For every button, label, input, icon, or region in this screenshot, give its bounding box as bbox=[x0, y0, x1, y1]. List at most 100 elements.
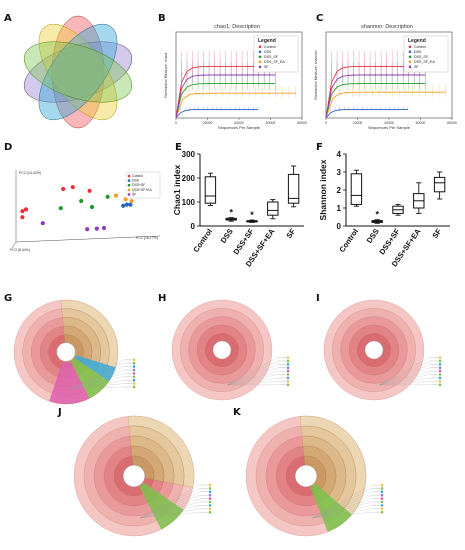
legend-dot bbox=[438, 359, 442, 363]
legend-dot bbox=[286, 376, 290, 380]
venn-petal-1 bbox=[51, 15, 105, 129]
legend-box bbox=[125, 171, 161, 199]
legend-dot bbox=[208, 507, 212, 511]
venn-petal-5 bbox=[23, 41, 133, 103]
leader-line bbox=[71, 373, 125, 389]
y-axis-label: Shannon index bbox=[318, 159, 328, 220]
legend-marker bbox=[127, 183, 131, 187]
legend-dot bbox=[132, 361, 136, 365]
legend-dot bbox=[380, 507, 384, 511]
legend-dot bbox=[380, 483, 384, 487]
box-3 bbox=[267, 201, 279, 216]
venn-diagram bbox=[23, 15, 133, 129]
axis-pc3 bbox=[11, 241, 17, 249]
significance-marker: * bbox=[250, 210, 254, 220]
legend-marker bbox=[127, 179, 131, 182]
significance-marker: * bbox=[375, 210, 379, 220]
sunburst-segment bbox=[70, 357, 109, 399]
axis-label-pc1: PC1 (16.17%) bbox=[136, 236, 158, 240]
sunburst-center bbox=[212, 340, 232, 360]
significance-marker: * bbox=[229, 208, 233, 218]
leader-line bbox=[139, 488, 201, 519]
x-tick-label: 80000 bbox=[447, 121, 457, 125]
leader-line bbox=[226, 357, 279, 386]
leader-line bbox=[139, 508, 201, 519]
rarefaction-chao1-chart: chao1: Description 0 20000 40000 60000 80000 S… bbox=[164, 24, 307, 130]
panel-label-e: E bbox=[175, 142, 182, 153]
panel-label-f: F bbox=[316, 142, 323, 153]
leader-line bbox=[378, 374, 431, 386]
leader-line bbox=[226, 371, 279, 386]
x-tick-label: SF bbox=[430, 227, 443, 240]
leader-line bbox=[311, 491, 373, 519]
leader-line bbox=[378, 364, 431, 386]
legend-dot bbox=[208, 500, 212, 504]
leader-line bbox=[71, 386, 125, 389]
y-axis-label: Rarefaction Measure: shannon bbox=[314, 50, 318, 99]
legend-dot bbox=[380, 500, 384, 504]
legend-marker bbox=[408, 55, 412, 59]
krona-chart-g bbox=[13, 299, 136, 405]
legend-dot bbox=[380, 487, 384, 490]
legend-dot bbox=[208, 483, 212, 487]
panel-label-g: G bbox=[4, 293, 13, 304]
leader-line bbox=[71, 369, 125, 389]
x-axis-label: Sequences Per Sample bbox=[368, 125, 411, 130]
legend-label: DSS_SF bbox=[414, 55, 429, 59]
legend-label: SF bbox=[264, 65, 269, 69]
legend-dot bbox=[438, 376, 442, 380]
legend-label: Control bbox=[132, 174, 143, 178]
legend-label: DSS_SF_EA bbox=[264, 60, 285, 64]
x-tick-label: 40000 bbox=[384, 121, 394, 125]
legend-dot bbox=[132, 365, 136, 368]
x-tick-label: SF bbox=[284, 227, 297, 240]
legend-dot bbox=[132, 358, 136, 362]
legend-marker bbox=[258, 50, 262, 54]
legend-dot bbox=[380, 490, 384, 494]
x-tick-label: 0 bbox=[175, 121, 177, 125]
pcoa-3d-scatter: PC2 (14.42%) PC1 (16.17%) PC3 (8.44%) Contr… bbox=[10, 170, 161, 252]
legend-marker bbox=[408, 45, 412, 49]
legend-dot bbox=[438, 369, 442, 373]
leader-line bbox=[226, 367, 279, 386]
leader-line bbox=[139, 484, 201, 519]
sunburst-center bbox=[123, 465, 146, 488]
legend-dot bbox=[438, 383, 442, 386]
legend-marker bbox=[258, 45, 262, 49]
leader-line bbox=[139, 491, 201, 519]
legend-dot bbox=[132, 382, 136, 385]
chart-title: chao1: Description bbox=[214, 24, 260, 30]
leader-line bbox=[311, 512, 373, 519]
y-tick-label: 1 bbox=[337, 204, 342, 213]
krona-chart-h bbox=[171, 299, 290, 401]
legend-marker bbox=[408, 50, 412, 54]
legend-marker bbox=[127, 193, 131, 196]
leader-line bbox=[226, 381, 279, 386]
panel-label-d: D bbox=[4, 142, 13, 153]
legend-dot bbox=[438, 373, 442, 376]
scatter-point-control bbox=[20, 215, 25, 220]
sunburst-segment bbox=[49, 361, 90, 404]
leader-line bbox=[378, 360, 431, 386]
scatter-point-dss bbox=[128, 202, 133, 207]
legend-label: DSS bbox=[414, 50, 422, 54]
legend-title: Legend bbox=[408, 38, 426, 44]
y-axis-label: Rarefaction Measure: chao1 bbox=[164, 52, 168, 97]
legend-marker bbox=[408, 60, 412, 64]
x-tick-label: 20000 bbox=[203, 121, 213, 125]
leader-line bbox=[311, 501, 373, 519]
panel-label-i: I bbox=[316, 293, 320, 304]
panel-label-c: C bbox=[316, 13, 324, 24]
scatter-point-control bbox=[20, 209, 25, 214]
y-tick-label: 2 bbox=[337, 186, 342, 195]
leader-line bbox=[311, 488, 373, 519]
legend-dot bbox=[132, 385, 136, 389]
leader-line bbox=[378, 357, 431, 386]
legend-dot bbox=[286, 363, 290, 366]
scatter-point-dss+sf+ea bbox=[123, 197, 128, 202]
legend-label: DSS bbox=[132, 179, 140, 183]
rarefaction-shannon-chart: shannon: Description 0 20000 40000 60000 8000… bbox=[314, 24, 457, 130]
legend-dot bbox=[380, 497, 384, 500]
legend-label: DSS+SF+EA bbox=[132, 188, 153, 192]
scatter-point-control bbox=[70, 185, 75, 190]
